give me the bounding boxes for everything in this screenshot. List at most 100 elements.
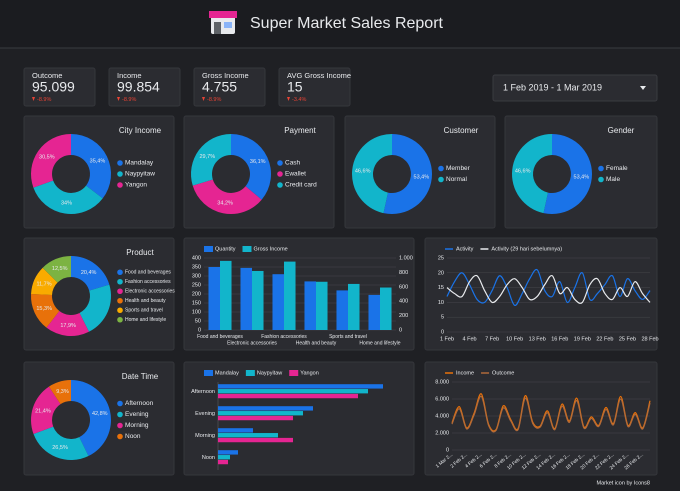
legend-swatch xyxy=(117,269,123,276)
y-tick-label: Afternoon xyxy=(191,389,215,395)
legend-swatch xyxy=(117,433,123,440)
legend-swatch xyxy=(245,370,255,376)
slice-label: 35,4% xyxy=(90,158,106,164)
y-tick-label: 300 xyxy=(192,273,201,279)
slice-label: 46,6% xyxy=(515,168,531,174)
legend-swatch xyxy=(277,171,283,177)
legend-label: Yangon xyxy=(125,182,147,189)
chart-title: Date Time xyxy=(122,372,159,381)
legend-swatch xyxy=(117,307,123,314)
x-tick-label: Food and beverages xyxy=(197,334,243,340)
kpi-change: -8.9% xyxy=(207,97,221,103)
slice-label: 53,4% xyxy=(414,175,430,181)
legend-swatch xyxy=(117,297,123,304)
bar xyxy=(304,281,316,330)
legend-swatch xyxy=(598,165,604,172)
y-tick-label: 2.000 xyxy=(435,430,449,436)
y-tick-label: 600 xyxy=(399,284,408,290)
slice-label: 20,4% xyxy=(81,270,97,276)
legend-label: Activity (29 hari sebelumnya) xyxy=(491,246,562,252)
date-picker[interactable] xyxy=(492,74,658,102)
kpi-card xyxy=(23,67,96,107)
slice-label: 9,3% xyxy=(56,389,69,395)
legend-label: Noon xyxy=(125,433,141,440)
legend-swatch xyxy=(117,411,123,418)
date-range[interactable]: 1 Feb 2019 - 1 Mar 2019 xyxy=(503,82,602,92)
pie-slice xyxy=(71,134,112,199)
bar xyxy=(220,260,232,330)
kpi-label: Income xyxy=(117,71,142,80)
bar xyxy=(218,459,228,465)
kpi-change: -3.4% xyxy=(292,97,306,103)
line-series xyxy=(446,274,651,304)
legend-label: Cash xyxy=(285,160,301,167)
down-arrow xyxy=(202,97,205,101)
bar xyxy=(240,267,252,330)
legend-swatch xyxy=(117,288,123,295)
legend-swatch xyxy=(117,278,123,285)
chart-title: City Income xyxy=(119,126,162,135)
bar xyxy=(336,290,348,330)
pie-slice xyxy=(231,133,272,200)
legend-label: Female xyxy=(606,165,628,172)
slice-label: 46,6% xyxy=(355,168,371,174)
page-title: Super Market Sales Report xyxy=(250,15,444,32)
pie-slice xyxy=(71,380,112,456)
dropdown-caret[interactable] xyxy=(640,86,646,90)
pie-slice xyxy=(48,380,71,405)
legend-label: Morning xyxy=(125,422,149,429)
y-tick-label: 200 xyxy=(399,313,408,319)
line-series xyxy=(451,395,651,433)
y-tick-label: 400 xyxy=(399,299,408,305)
y-tick-label: 0 xyxy=(198,327,201,333)
bar xyxy=(218,389,368,394)
line-card xyxy=(424,237,658,351)
slice-label: 11,7% xyxy=(36,281,51,287)
y-tick-label: 400 xyxy=(192,255,201,261)
legend-label: Male xyxy=(606,176,620,183)
legend-label: Food and beverages xyxy=(125,270,171,276)
y-tick-label: Noon xyxy=(202,455,215,461)
y-tick-label: 50 xyxy=(195,318,201,324)
pie-slice xyxy=(33,426,89,461)
x-tick-label: 10 Feb xyxy=(506,336,523,342)
legend-label: Health and beauty xyxy=(125,298,166,304)
legend-swatch xyxy=(204,370,213,376)
legend-label: Naypyitaw xyxy=(257,370,282,376)
bar xyxy=(218,411,303,416)
legend-swatch xyxy=(204,246,213,252)
bar xyxy=(348,283,360,330)
x-tick-label: 19 Feb xyxy=(574,336,591,342)
kpi-value: 15 xyxy=(287,79,303,95)
bar xyxy=(218,437,293,443)
down-arrow xyxy=(32,97,35,101)
legend-label: Credit card xyxy=(285,182,317,189)
legend-swatch xyxy=(289,370,299,376)
slice-label: 34% xyxy=(61,201,72,207)
bar xyxy=(208,267,220,330)
bar xyxy=(368,294,380,330)
slice-label: 17,9% xyxy=(60,323,76,329)
pie-slice xyxy=(71,256,110,291)
legend-swatch xyxy=(117,422,123,429)
x-tick-label: 4 Feb xyxy=(463,336,477,342)
x-tick-label: Home and lifestyle xyxy=(359,340,400,346)
y-tick-label: 150 xyxy=(192,300,201,306)
legend-swatch xyxy=(117,316,123,323)
pie-slice xyxy=(33,180,103,215)
legend-label: Naypyitaw xyxy=(125,171,155,178)
bar xyxy=(252,270,264,330)
bar xyxy=(218,428,253,433)
kpi-value: 99.854 xyxy=(117,79,160,95)
slice-label: 12,5% xyxy=(52,266,68,272)
bar xyxy=(218,384,383,389)
legend-swatch xyxy=(438,165,444,172)
kpi-card xyxy=(108,67,181,107)
slice-label: 21,4% xyxy=(35,408,51,414)
market-icon xyxy=(209,11,237,34)
slice-label: 26,5% xyxy=(52,445,68,451)
legend-swatch xyxy=(277,182,283,188)
pie-slice xyxy=(192,179,262,215)
legend-label: Afternoon xyxy=(125,400,154,407)
bar xyxy=(284,261,296,330)
